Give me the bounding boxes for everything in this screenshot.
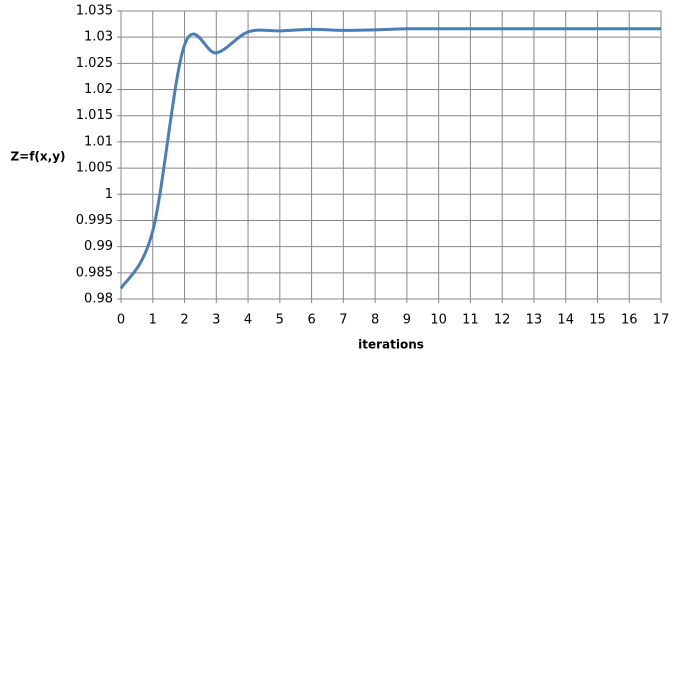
x-tick-label: 10 (430, 313, 447, 328)
x-tick-label: 14 (557, 313, 574, 328)
y-axis-label: Z=f(x,y) (10, 150, 65, 164)
x-tick-label: 11 (462, 313, 479, 328)
y-tick-label: 1.015 (76, 108, 113, 123)
y-tick-label: 0.995 (76, 213, 113, 228)
y-tick-label: 1.035 (76, 4, 113, 19)
x-tick-label: 2 (180, 313, 188, 328)
y-tick-label: 0.98 (84, 292, 113, 307)
x-tick-label: 0 (117, 313, 125, 328)
x-tick-label: 3 (212, 313, 220, 328)
x-tick-label: 4 (244, 313, 252, 328)
y-tick-label: 0.985 (76, 265, 113, 280)
x-tick-label: 1 (149, 313, 157, 328)
y-tick-label: 1.025 (76, 56, 113, 71)
y-tick-label: 1 (105, 187, 113, 202)
x-tick-label: 12 (494, 313, 511, 328)
x-tick-label: 7 (339, 313, 347, 328)
y-tick-label: 1.02 (84, 82, 113, 97)
x-tick-label: 8 (371, 313, 379, 328)
y-tick-label: 1.01 (84, 134, 113, 149)
y-tick-label: 1.005 (76, 161, 113, 176)
x-tick-label: 6 (307, 313, 315, 328)
x-tick-label: 17 (653, 313, 670, 328)
x-axis-label: iterations (358, 338, 424, 352)
x-tick-label: 16 (621, 313, 638, 328)
x-tick-label: 9 (403, 313, 411, 328)
x-tick-label: 13 (526, 313, 543, 328)
data-line (119, 27, 661, 290)
x-tick-label: 5 (276, 313, 284, 328)
x-tick-label: 15 (589, 313, 606, 328)
y-tick-label: 0.99 (84, 239, 113, 254)
y-tick-label: 1.03 (84, 30, 113, 45)
